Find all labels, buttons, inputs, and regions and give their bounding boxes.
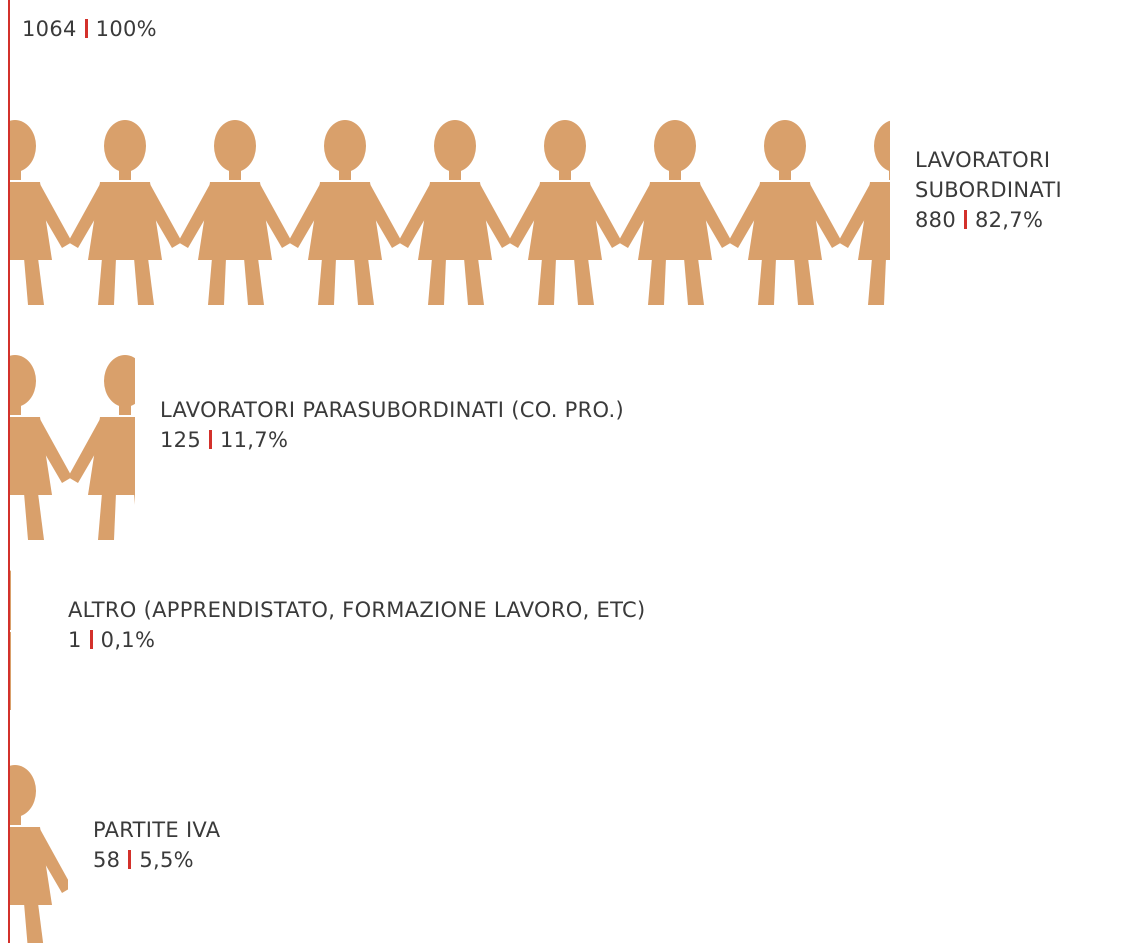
value-line: 125 11,7% [160,425,624,455]
people-bar [10,110,890,310]
value-line: 58 5,5% [93,845,220,875]
value-label: 880 [915,208,956,232]
separator [90,630,93,649]
chart [0,0,1121,943]
row [10,110,890,310]
category-name: PARTITE IVA [93,815,220,845]
row-label: LAVORATORI PARASUBORDINATI (CO. PRO.)125… [160,395,624,455]
row-label: LAVORATORI SUBORDINATI 880 82,7% [915,145,1090,235]
value-label: 1 [68,628,82,652]
separator [209,430,212,449]
total-label: 1064 100% [22,14,157,44]
page: 1064100% (() => { const data = JSON.pars… [0,0,1121,943]
share-label: 0,1% [101,628,156,652]
row [10,755,68,943]
total-share: 100% [96,17,157,41]
share-label: 82,7% [975,208,1043,232]
row-label: PARTITE IVA 58 5,5% [93,815,220,875]
people-bar [10,345,135,545]
people-bar [10,755,68,943]
row-label: ALTRO (APPRENDISTATO, FORMAZIONE LAVORO,… [68,595,645,655]
share-label: 5,5% [139,848,194,872]
category-name: LAVORATORI PARASUBORDINATI (CO. PRO.) [160,395,624,425]
category-name: ALTRO (APPRENDISTATO, FORMAZIONE LAVORO,… [68,595,645,625]
total-value: 1064 [22,17,77,41]
row [10,560,11,760]
value-label: 125 [160,428,201,452]
share-label: 11,7% [220,428,288,452]
separator [964,210,967,229]
value-label: 58 [93,848,120,872]
value-line: 1 0,1% [68,625,645,655]
people-bar [10,560,11,760]
separator [85,19,88,38]
value-line: 880 82,7% [915,205,1090,235]
row [10,345,135,545]
category-name: LAVORATORI SUBORDINATI [915,145,1090,205]
separator [128,850,131,869]
